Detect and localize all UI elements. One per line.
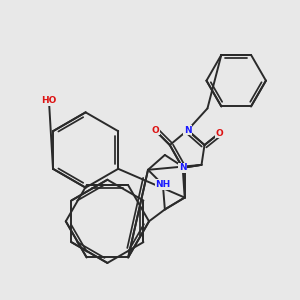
Text: O: O: [151, 126, 159, 135]
Text: O: O: [215, 129, 223, 138]
Text: N: N: [179, 163, 187, 172]
Text: NH: NH: [155, 180, 170, 189]
Text: HO: HO: [41, 96, 57, 105]
Text: N: N: [184, 126, 191, 135]
